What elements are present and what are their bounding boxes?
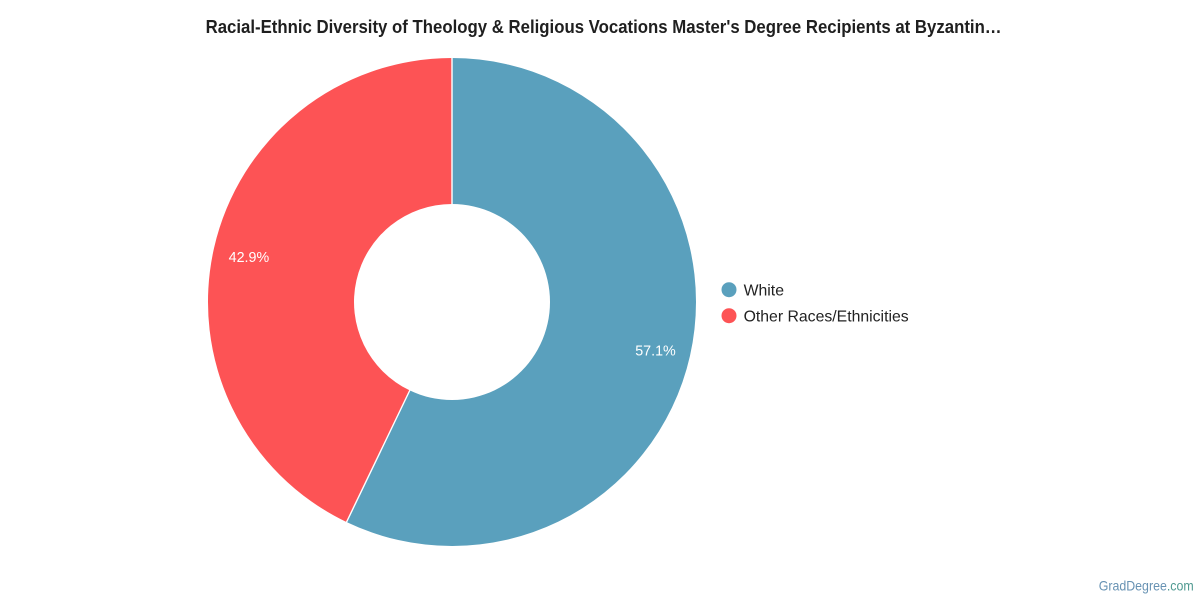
svg-text:57.1%: 57.1% — [635, 344, 676, 360]
svg-text:Other Races/Ethnicities: Other Races/Ethnicities — [744, 308, 909, 325]
svg-text:Racial-Ethnic Diversity of The: Racial-Ethnic Diversity of Theology & Re… — [206, 17, 1002, 37]
svg-text:42.9%: 42.9% — [229, 250, 270, 266]
svg-text:White: White — [744, 282, 785, 299]
svg-text:GradDegree.com: GradDegree.com — [1099, 578, 1194, 594]
